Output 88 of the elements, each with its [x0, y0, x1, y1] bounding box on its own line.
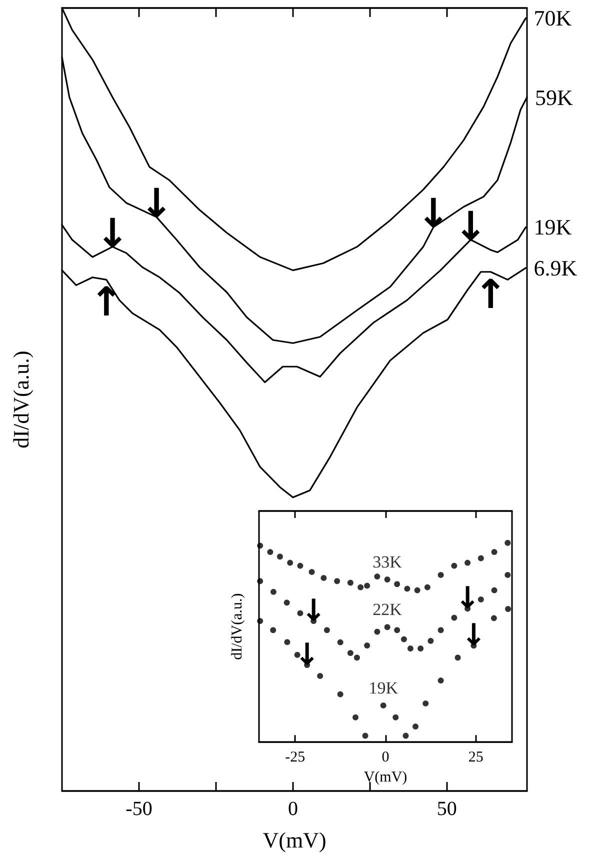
- y-axis-title: dI/dV(a.u.): [230, 593, 246, 660]
- point: [505, 606, 512, 612]
- point: [454, 654, 461, 661]
- point: [287, 560, 294, 566]
- point: [297, 562, 304, 569]
- point: [358, 584, 364, 590]
- x-tick-label: 25: [468, 750, 484, 766]
- point: [438, 678, 444, 684]
- point: [317, 672, 324, 679]
- annotation: ↓: [454, 204, 488, 250]
- point: [308, 568, 315, 575]
- point: [347, 650, 354, 656]
- point: [374, 574, 380, 580]
- point: [394, 627, 400, 634]
- point: [392, 714, 399, 720]
- point: [407, 645, 414, 652]
- point: [404, 586, 410, 592]
- x-tick-label: -25: [285, 750, 306, 766]
- point: [412, 724, 418, 730]
- annotation: ↓: [96, 210, 130, 257]
- point: [270, 627, 276, 634]
- point: [424, 584, 430, 590]
- point: [257, 542, 264, 549]
- x-axis-title: V(mV): [364, 770, 408, 786]
- point: [394, 581, 400, 588]
- annotation: ↓: [461, 618, 486, 654]
- point: [504, 572, 511, 578]
- annotation: ↓: [454, 581, 480, 616]
- point: [364, 642, 370, 648]
- point: [380, 702, 386, 708]
- point: [284, 639, 290, 646]
- point: [384, 624, 390, 630]
- series-label: 33K: [372, 552, 403, 572]
- point: [267, 549, 274, 556]
- x-tick-label: 0: [382, 750, 390, 766]
- point: [490, 615, 497, 622]
- point: [478, 596, 484, 602]
- point: [297, 610, 304, 616]
- series-label: 19K: [368, 678, 399, 698]
- x-axis-title: V(mV): [262, 828, 326, 852]
- annotation: ↓: [416, 191, 450, 238]
- point: [284, 600, 290, 606]
- point: [347, 580, 354, 586]
- point: [400, 636, 407, 642]
- point: [337, 691, 344, 698]
- series-label: 6.9K: [534, 255, 578, 280]
- point: [354, 654, 360, 661]
- point: [491, 587, 498, 594]
- point: [374, 628, 380, 635]
- point: [364, 582, 370, 589]
- x-tick-label: 50: [436, 798, 457, 820]
- x-tick-label: -50: [126, 798, 152, 820]
- point: [320, 574, 327, 581]
- point: [504, 540, 511, 546]
- annotation: ↓: [301, 593, 326, 628]
- point: [478, 555, 484, 562]
- point: [491, 549, 498, 556]
- point: [270, 588, 276, 595]
- series-label: 19K: [534, 214, 572, 240]
- point: [451, 614, 458, 621]
- point: [324, 627, 330, 634]
- point: [438, 627, 444, 634]
- point: [384, 576, 390, 583]
- point: [402, 732, 409, 739]
- point: [418, 645, 424, 652]
- point: [451, 562, 458, 569]
- point: [464, 560, 471, 566]
- point: [352, 714, 358, 720]
- point: [422, 700, 429, 706]
- series-label: 70K: [534, 6, 572, 31]
- point: [337, 639, 344, 646]
- point: [276, 554, 283, 560]
- point: [438, 572, 444, 578]
- point: [414, 587, 420, 594]
- point: [257, 618, 264, 624]
- y-axis-title: dI/dV(a.u.): [8, 350, 34, 448]
- annotation: ↓: [140, 181, 174, 228]
- annotation: ↑: [90, 280, 124, 326]
- point: [257, 578, 264, 584]
- annotation: ↓: [294, 638, 320, 672]
- point: [294, 652, 300, 658]
- annotation: ↑: [474, 272, 508, 318]
- point: [362, 732, 368, 739]
- point: [428, 638, 434, 644]
- x-tick-label: 0: [288, 798, 298, 820]
- series-label: 22K: [372, 600, 403, 620]
- series-label: 59K: [535, 84, 573, 110]
- point: [334, 578, 340, 584]
